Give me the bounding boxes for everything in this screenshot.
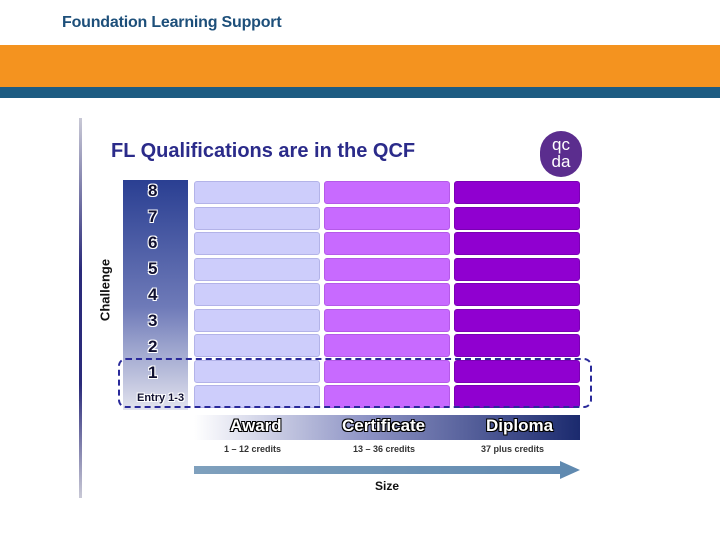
level-column: 8 7 6 5 4 3 2 1 Entry 1-3 <box>123 180 188 410</box>
logo-line2: da <box>551 152 571 171</box>
credits-award: 1 – 12 credits <box>224 444 282 454</box>
level-4: 4 <box>148 285 158 304</box>
size-axis-label: Size <box>375 479 400 493</box>
grid-cell-award-7 <box>194 207 320 230</box>
level-7: 7 <box>148 207 158 226</box>
grid-cell-diploma-2 <box>454 334 580 357</box>
level-3: 3 <box>148 311 158 330</box>
grid-cell-award-3 <box>194 309 320 332</box>
grid-cell-diploma-5 <box>454 258 580 281</box>
size-header-band <box>194 415 580 440</box>
size-arrow-icon <box>194 461 580 479</box>
grid-cell-certificate-7 <box>324 207 450 230</box>
size-label-certificate: Certificate <box>342 416 426 435</box>
grid-cell-certificate-4 <box>324 283 450 306</box>
grid-cell-certificate-5 <box>324 258 450 281</box>
slide-title: FL Qualifications are in the QCF <box>111 140 416 162</box>
grid-cell-certificate-8 <box>324 181 450 204</box>
credits-certificate: 13 – 36 credits <box>353 444 416 454</box>
challenge-axis-label: Challenge <box>97 258 113 322</box>
header-blue-band <box>0 87 720 98</box>
level-1: 1 <box>148 363 158 382</box>
grid-cell-diploma-8 <box>454 181 580 204</box>
grid-cell-diploma-7 <box>454 207 580 230</box>
grid-cell-certificate-1 <box>324 360 450 383</box>
level-8: 8 <box>148 181 158 200</box>
vertical-divider <box>79 118 82 498</box>
credits-diploma: 37 plus credits <box>481 444 545 454</box>
size-label-diploma: Diploma <box>486 416 554 435</box>
grid-cell-award-5 <box>194 258 320 281</box>
level-2: 2 <box>148 337 158 356</box>
grid-cell-certificate-2 <box>324 334 450 357</box>
grid-cell-diploma-3 <box>454 309 580 332</box>
grid-cell-diploma-4 <box>454 283 580 306</box>
header-orange-band <box>0 45 720 87</box>
grid-cell-certificate-6 <box>324 232 450 255</box>
qcda-logo: qc da <box>540 131 582 177</box>
grid-cell-award-8 <box>194 181 320 204</box>
grid-cell-award-2 <box>194 334 320 357</box>
logo-line1: qc <box>552 135 570 154</box>
level-entry: Entry 1-3 <box>137 392 185 404</box>
foundation-learning-highlight <box>118 358 592 408</box>
level-6: 6 <box>148 233 158 252</box>
grid-cell-award-4 <box>194 283 320 306</box>
grid-cell-certificate-3 <box>324 309 450 332</box>
grid-cell-award-6 <box>194 232 320 255</box>
grid-cell-diploma-6 <box>454 232 580 255</box>
level-5: 5 <box>148 259 158 278</box>
size-label-award: Award <box>230 416 282 435</box>
brand-title: Foundation Learning Support <box>62 14 282 31</box>
grid-cell-award-1 <box>194 360 320 383</box>
grid-cell-diploma-1 <box>454 360 580 383</box>
